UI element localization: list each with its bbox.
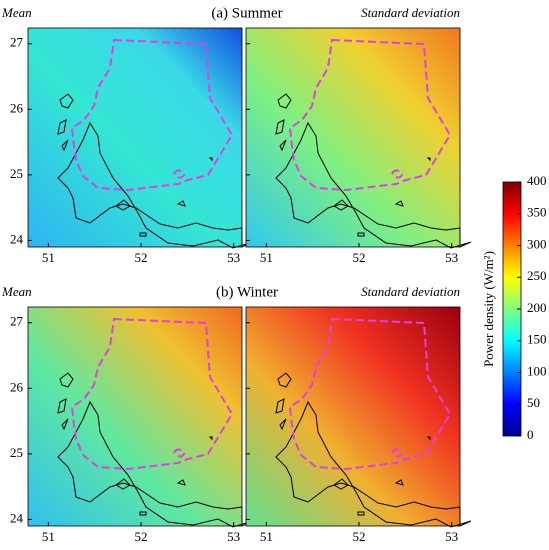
x-tick-label: 51 bbox=[260, 529, 273, 544]
panel-label: Standard deviation bbox=[361, 5, 460, 20]
panel-label: Mean bbox=[1, 5, 32, 20]
x-tick-label: 53 bbox=[227, 250, 240, 265]
y-tick-label: 25 bbox=[10, 166, 23, 181]
colorbar-tick-label: 50 bbox=[527, 395, 540, 410]
colorbar-tick-label: 350 bbox=[527, 205, 547, 220]
power-field bbox=[28, 307, 242, 526]
row-title: (b) Winter bbox=[216, 284, 278, 300]
map-panel: 51 52 53 24 25 26 27 bbox=[10, 306, 254, 544]
panel-frame bbox=[245, 306, 461, 527]
map-panel: 51 52 53 bbox=[245, 306, 472, 544]
y-tick-label: 26 bbox=[10, 100, 24, 115]
power-field bbox=[246, 28, 460, 247]
colorbar-tick-label: 300 bbox=[527, 236, 547, 251]
colorbar-tick-label: 250 bbox=[527, 268, 547, 283]
map-panel: 51 52 53 bbox=[245, 27, 472, 265]
x-tick-label: 53 bbox=[227, 529, 240, 544]
colorbar-tick-label: 400 bbox=[527, 173, 547, 188]
colorbar-tick-label: 0 bbox=[527, 427, 534, 442]
x-tick-label: 52 bbox=[353, 250, 366, 265]
panel-frame bbox=[245, 27, 461, 248]
power-field bbox=[246, 307, 460, 526]
panel-label: Standard deviation bbox=[361, 284, 460, 299]
x-tick-label: 51 bbox=[42, 529, 55, 544]
panel-frame bbox=[27, 27, 243, 248]
y-tick-label: 26 bbox=[10, 379, 24, 394]
power-field bbox=[28, 28, 242, 247]
x-tick-label: 53 bbox=[445, 250, 458, 265]
x-tick-label: 52 bbox=[353, 529, 366, 544]
y-tick-label: 27 bbox=[10, 314, 24, 329]
x-tick-label: 52 bbox=[135, 529, 148, 544]
row-title: (a) Summer bbox=[211, 5, 282, 21]
y-tick-label: 27 bbox=[10, 35, 24, 50]
x-tick-label: 52 bbox=[135, 250, 148, 265]
colorbar-tick-label: 150 bbox=[527, 332, 547, 347]
x-tick-label: 51 bbox=[260, 250, 273, 265]
y-tick-label: 24 bbox=[10, 231, 24, 246]
y-tick-label: 24 bbox=[10, 510, 24, 525]
panel-frame bbox=[27, 306, 243, 527]
x-tick-label: 51 bbox=[42, 250, 55, 265]
panel-label: Mean bbox=[1, 284, 32, 299]
x-tick-label: 53 bbox=[445, 529, 458, 544]
colorbar-tick-label: 100 bbox=[527, 363, 547, 378]
colorbar-label: Power density (W/m²) bbox=[481, 251, 496, 367]
y-tick-label: 25 bbox=[10, 445, 23, 460]
colorbar-tick-label: 200 bbox=[527, 300, 547, 315]
map-panel: 51 52 53 24 25 26 27 bbox=[10, 27, 254, 265]
